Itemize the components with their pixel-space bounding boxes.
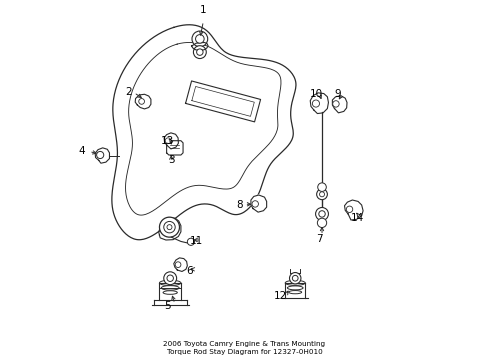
Circle shape [195, 35, 203, 43]
Circle shape [317, 218, 326, 228]
Circle shape [193, 46, 206, 59]
Polygon shape [344, 200, 363, 220]
Text: 2: 2 [125, 87, 131, 98]
Polygon shape [332, 96, 346, 113]
Text: 7: 7 [316, 234, 322, 244]
Circle shape [251, 201, 258, 207]
Text: 2006 Toyota Camry Engine & Trans Mounting: 2006 Toyota Camry Engine & Trans Mountin… [163, 341, 325, 347]
Ellipse shape [161, 285, 179, 290]
Text: 11: 11 [189, 236, 203, 246]
Circle shape [166, 225, 172, 230]
Circle shape [159, 217, 179, 237]
Text: Torque Rod Stay Diagram for 12327-0H010: Torque Rod Stay Diagram for 12327-0H010 [166, 349, 322, 355]
Circle shape [196, 49, 203, 55]
Circle shape [346, 206, 352, 212]
Text: 6: 6 [185, 266, 192, 276]
Circle shape [166, 275, 173, 282]
Circle shape [97, 152, 103, 158]
Ellipse shape [159, 280, 181, 285]
Circle shape [139, 99, 144, 104]
Circle shape [187, 238, 194, 246]
Text: 10: 10 [309, 89, 322, 99]
Circle shape [315, 207, 328, 220]
Polygon shape [250, 195, 266, 212]
Text: 1: 1 [200, 5, 206, 15]
Polygon shape [135, 94, 151, 109]
Circle shape [316, 189, 326, 200]
Polygon shape [164, 133, 178, 149]
Circle shape [332, 101, 339, 107]
Text: 14: 14 [350, 212, 363, 222]
Text: 8: 8 [235, 200, 242, 210]
Polygon shape [166, 141, 183, 155]
Circle shape [165, 138, 171, 144]
Circle shape [292, 275, 298, 281]
Circle shape [319, 192, 324, 197]
Text: 12: 12 [273, 291, 286, 301]
Circle shape [163, 272, 176, 285]
Text: 3: 3 [167, 156, 174, 165]
Polygon shape [173, 258, 187, 271]
Text: 9: 9 [333, 89, 340, 99]
Circle shape [163, 221, 175, 233]
Ellipse shape [287, 286, 303, 290]
Circle shape [317, 183, 325, 192]
Text: 4: 4 [79, 147, 85, 157]
Ellipse shape [163, 291, 177, 294]
Circle shape [289, 273, 300, 284]
Polygon shape [95, 148, 109, 163]
Circle shape [175, 262, 181, 267]
Ellipse shape [288, 291, 301, 294]
Text: 5: 5 [164, 301, 171, 311]
Circle shape [312, 100, 319, 107]
Circle shape [192, 31, 207, 47]
Text: 13: 13 [161, 136, 174, 146]
Polygon shape [309, 93, 328, 113]
Ellipse shape [285, 280, 305, 285]
Circle shape [318, 211, 325, 217]
